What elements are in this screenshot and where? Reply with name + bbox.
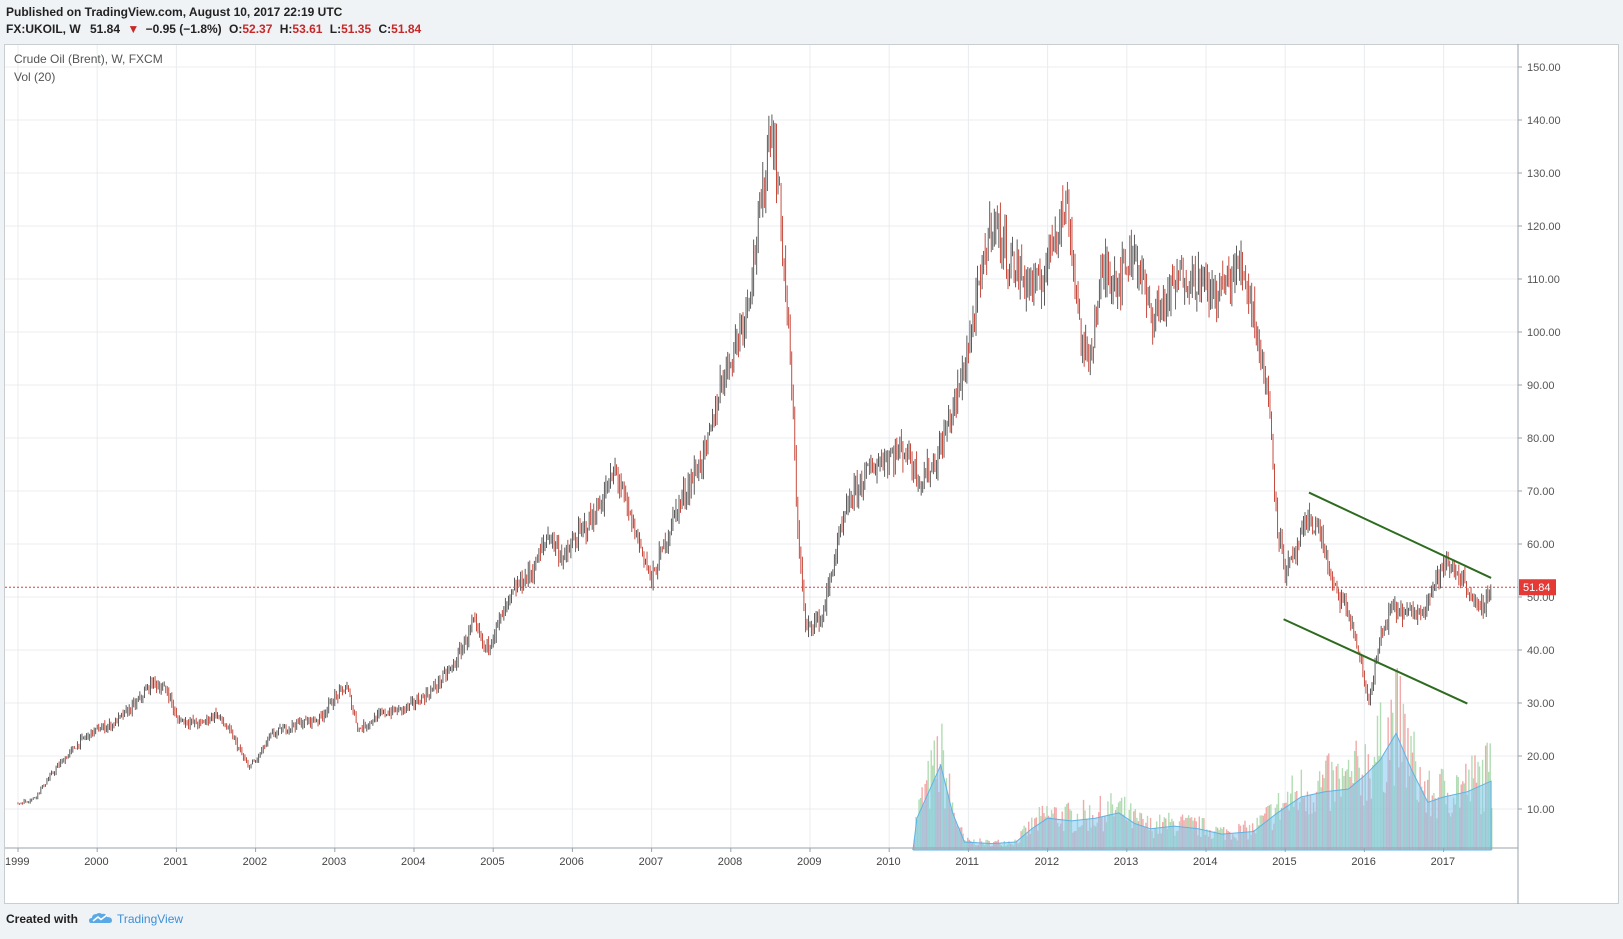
last-price-badge xyxy=(1519,579,1556,596)
quote-line: FX:UKOIL, W 51.84 ▼ −0.95 (−1.8%) O:52.3… xyxy=(6,22,421,36)
y-tick-label: 140.00 xyxy=(1527,115,1561,127)
x-tick-label: 1999 xyxy=(5,856,29,868)
high-value: 53.61 xyxy=(292,22,323,36)
chart-frame[interactable] xyxy=(4,44,1619,904)
open-label: O: xyxy=(229,22,243,36)
y-tick-label: 80.00 xyxy=(1527,433,1555,445)
published-text: Published on TradingView.com, August 10,… xyxy=(6,5,343,19)
candle-series xyxy=(17,114,1492,805)
x-tick-label: 2009 xyxy=(797,856,821,868)
x-tick-label: 2004 xyxy=(401,856,425,868)
x-tick-label: 2014 xyxy=(1193,856,1217,868)
legend-volume: Vol (20) xyxy=(14,70,56,84)
chart-header: Published on TradingView.com, August 10,… xyxy=(0,0,1623,44)
x-tick-label: 2000 xyxy=(84,856,108,868)
x-tick-label: 2002 xyxy=(243,856,267,868)
y-tick-label: 30.00 xyxy=(1527,698,1555,710)
trendlines xyxy=(5,491,1518,705)
chart-grid xyxy=(5,45,1518,848)
y-tick-label: 90.00 xyxy=(1527,380,1555,392)
y-tick-label: 70.00 xyxy=(1527,486,1555,498)
x-tick-label: 2008 xyxy=(718,856,742,868)
open-value: 52.37 xyxy=(242,22,273,36)
x-tick-label: 2005 xyxy=(480,856,504,868)
y-tick-label: 60.00 xyxy=(1527,539,1555,551)
x-tick-label: 2003 xyxy=(322,856,346,868)
tradingview-brand[interactable]: TradingView xyxy=(117,912,184,926)
x-tick-label: 2012 xyxy=(1035,856,1059,868)
volume-ma-area xyxy=(912,732,1492,851)
x-tick-label: 2011 xyxy=(955,856,979,868)
triangle-down-icon: ▼ xyxy=(127,22,140,36)
y-tick-label: 100.00 xyxy=(1527,327,1561,339)
x-tick-label: 2013 xyxy=(1114,856,1138,868)
created-with-text: Created with xyxy=(6,912,79,926)
y-tick-label: 10.00 xyxy=(1527,804,1555,816)
last-price: 51.84 xyxy=(90,22,121,36)
chart-axes: 10.0020.0030.0040.0050.0060.0070.0080.00… xyxy=(5,44,1561,904)
x-tick-label: 2001 xyxy=(163,856,187,868)
volume-bar xyxy=(1491,807,1493,850)
x-tick-label: 2007 xyxy=(639,856,663,868)
symbol-label: FX:UKOIL, W xyxy=(6,22,81,36)
y-tick-label: 40.00 xyxy=(1527,645,1555,657)
x-tick-label: 2006 xyxy=(559,856,583,868)
close-value: 51.84 xyxy=(391,22,422,36)
low-label: L: xyxy=(329,22,342,36)
legend-title: Crude Oil (Brent), W, FXCM xyxy=(14,52,163,66)
y-tick-label: 110.00 xyxy=(1527,274,1560,286)
last-price-label: 51.84 xyxy=(1523,582,1551,594)
y-tick-label: 150.00 xyxy=(1527,62,1561,74)
x-tick-label: 2010 xyxy=(876,856,900,868)
trendline xyxy=(1308,491,1492,579)
trendline xyxy=(1283,618,1468,705)
y-tick-label: 20.00 xyxy=(1527,751,1555,763)
x-tick-label: 2017 xyxy=(1431,856,1455,868)
high-label: H: xyxy=(279,22,293,36)
tradingview-cloud-icon[interactable] xyxy=(88,910,114,926)
x-tick-label: 2016 xyxy=(1351,856,1375,868)
price-change: −0.95 (−1.8%) xyxy=(145,22,222,36)
x-tick-label: 2015 xyxy=(1272,856,1296,868)
low-value: 51.35 xyxy=(341,22,372,36)
volume-pane xyxy=(912,668,1493,851)
y-tick-label: 120.00 xyxy=(1527,221,1561,233)
footer xyxy=(0,904,1623,939)
close-label: C: xyxy=(378,22,392,36)
y-tick-label: 130.00 xyxy=(1527,168,1561,180)
